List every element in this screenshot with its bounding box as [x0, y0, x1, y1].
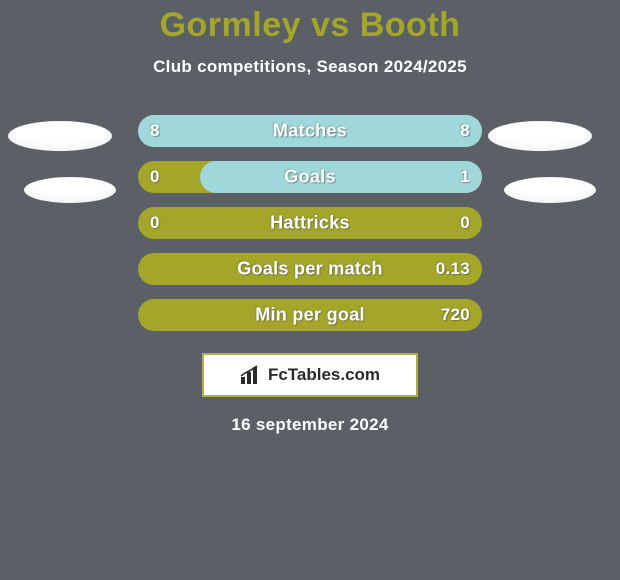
- stat-value-left: 0: [150, 167, 160, 187]
- stat-label: Hattricks: [270, 213, 350, 234]
- stat-value-left: 0: [150, 213, 160, 233]
- stat-value-right: 1: [460, 167, 470, 187]
- stat-bar: Min per goal 720: [138, 299, 482, 331]
- comparison-infographic: Gormley vs Booth Club competitions, Seas…: [0, 0, 620, 580]
- stat-label: Min per goal: [255, 305, 365, 326]
- stat-label: Goals: [284, 167, 336, 188]
- stat-bar: Goals 0 1: [138, 161, 482, 193]
- page-subtitle: Club competitions, Season 2024/2025: [0, 57, 620, 77]
- stat-bar: Hattricks 0 0: [138, 207, 482, 239]
- stat-value-left: 8: [150, 121, 160, 141]
- stat-row: Matches 8 8: [138, 115, 482, 147]
- logo-text: FcTables.com: [268, 365, 380, 385]
- player-token: [504, 177, 596, 203]
- player-token: [488, 121, 592, 151]
- stat-value-right: 720: [441, 305, 470, 325]
- stat-label: Matches: [273, 121, 347, 142]
- stat-row: Hattricks 0 0: [138, 207, 482, 239]
- stat-row: Goals per match 0.13: [138, 253, 482, 285]
- generation-date: 16 september 2024: [0, 415, 620, 435]
- stat-fill: [200, 161, 482, 193]
- player-token: [24, 177, 116, 203]
- stat-value-right: 8: [460, 121, 470, 141]
- stat-value-right: 0.13: [436, 259, 470, 279]
- stat-row: Min per goal 720: [138, 299, 482, 331]
- stat-value-right: 0: [460, 213, 470, 233]
- stat-label: Goals per match: [237, 259, 383, 280]
- player-token: [8, 121, 112, 151]
- page-title: Gormley vs Booth: [0, 0, 620, 45]
- bar-chart-icon: [240, 365, 262, 385]
- stat-row: Goals 0 1: [138, 161, 482, 193]
- stat-bar: Goals per match 0.13: [138, 253, 482, 285]
- stat-bar: Matches 8 8: [138, 115, 482, 147]
- fctables-logo: FcTables.com: [202, 353, 418, 397]
